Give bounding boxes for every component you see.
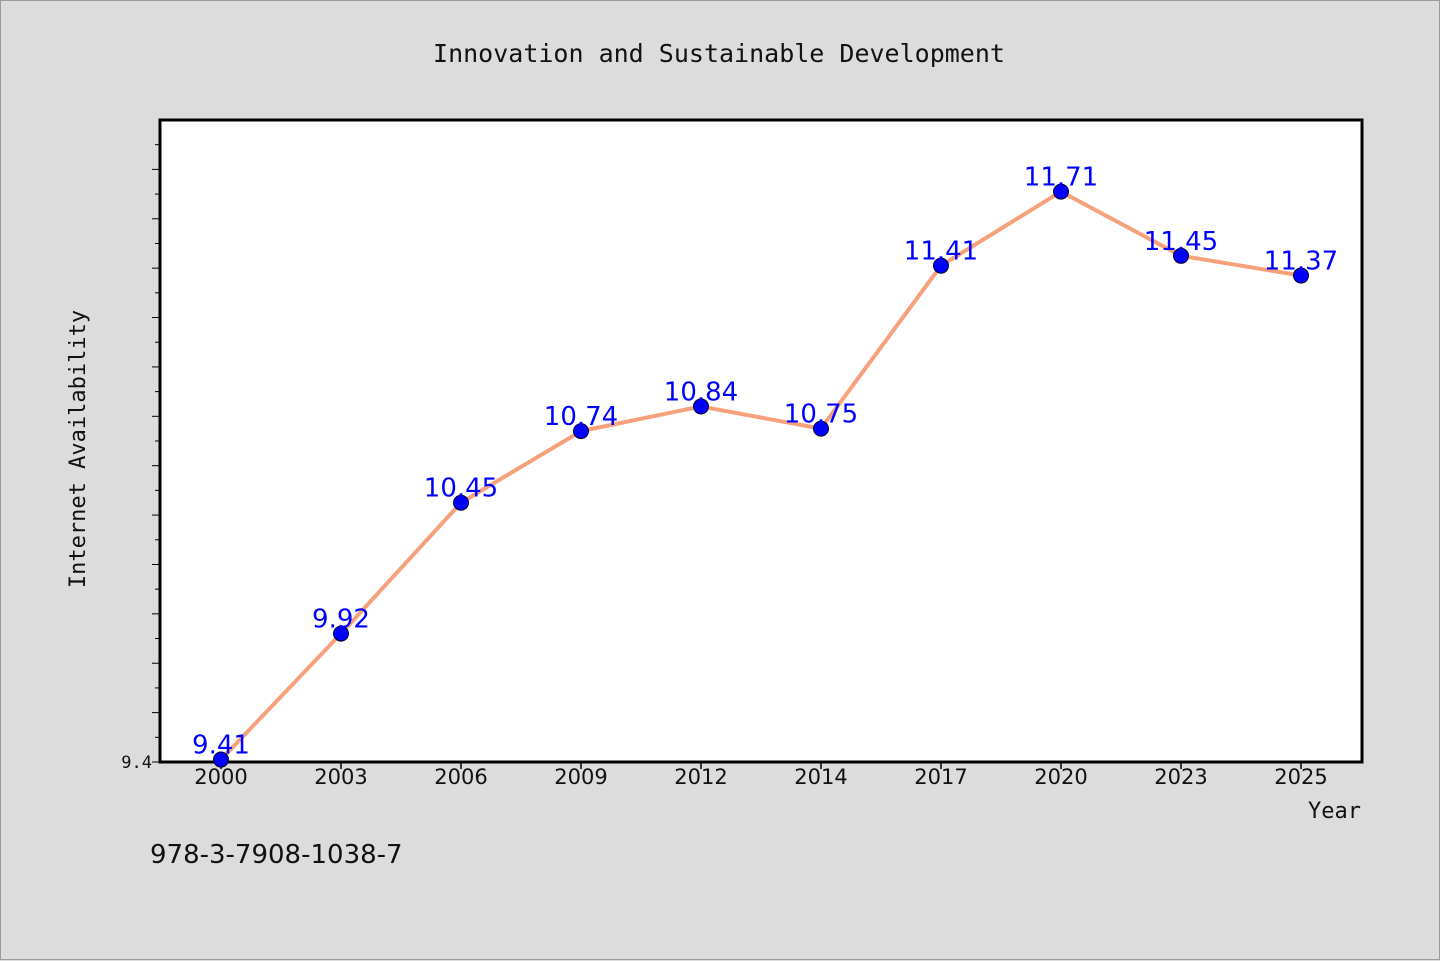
x-tick-label: 2020 (1034, 765, 1087, 789)
data-point-marker (933, 257, 949, 274)
footer-isbn: 978-3-7908-1038-7 (150, 840, 403, 870)
data-point-marker (813, 420, 829, 437)
data-label: 11.71 (1024, 163, 1098, 193)
y-tick-label: 9.4 (121, 753, 152, 773)
data-point-marker (213, 751, 229, 768)
chart-title: Innovation and Sustainable Development (433, 39, 1005, 68)
plot-area (158, 118, 1364, 764)
data-label: 11.45 (1144, 227, 1218, 257)
x-tick-label: 2003 (314, 765, 367, 789)
data-label: 10.75 (784, 400, 858, 430)
y-axis-ticks: 9.4 (121, 144, 160, 773)
data-point-marker (1173, 247, 1189, 264)
data-point-marker (1293, 267, 1309, 284)
series-layer: 9.41 9.92 10.45 10.74 10.84 10.75 11.41 11.71 11… (192, 163, 1338, 768)
data-label: 10.74 (544, 402, 618, 432)
data-point-marker (573, 423, 589, 440)
data-label: 10.84 (664, 377, 738, 407)
x-axis-label: Year (1308, 799, 1361, 824)
x-tick-label: 2025 (1274, 765, 1327, 789)
data-label: 11.37 (1264, 247, 1338, 277)
x-tick-label: 2012 (674, 765, 727, 789)
data-label: 11.41 (904, 237, 978, 267)
y-axis-label: Internet Availability (66, 310, 91, 588)
data-point-marker (333, 625, 349, 642)
x-tick-label: 2023 (1154, 765, 1207, 789)
series-line (219, 189, 1303, 762)
x-tick-label: 2000 (194, 765, 247, 789)
data-label: 9.41 (192, 731, 250, 761)
x-tick-label: 2014 (794, 765, 847, 789)
data-point-marker (1053, 183, 1069, 200)
x-tick-label: 2009 (554, 765, 607, 789)
data-label: 9.92 (312, 605, 370, 635)
x-tick-label: 2017 (914, 765, 967, 789)
data-point-marker (693, 398, 709, 415)
data-label: 10.45 (424, 474, 498, 504)
x-axis-ticks: 2000 2003 2006 2009 2012 2014 2017 2020 2023 2025 (194, 762, 1328, 789)
x-tick-label: 2006 (434, 765, 487, 789)
data-point-marker (453, 494, 469, 511)
